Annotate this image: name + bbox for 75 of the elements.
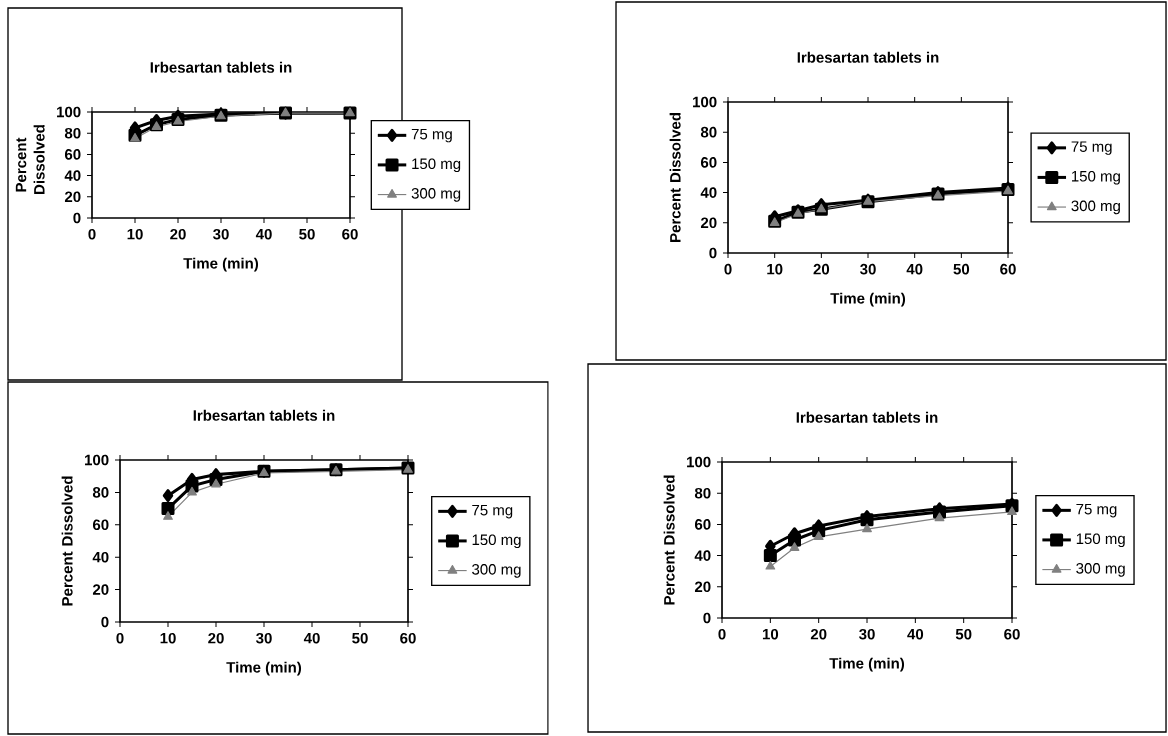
x-tick-label: 50 bbox=[352, 632, 368, 644]
x-tick-label: 20 bbox=[170, 228, 186, 240]
x-tick-label: 50 bbox=[955, 628, 972, 640]
y-tick-label: 60 bbox=[92, 519, 109, 531]
legend-label: 150 mg bbox=[412, 158, 461, 173]
y-tick-label: 80 bbox=[92, 487, 109, 498]
y-tick-label: 100 bbox=[687, 456, 711, 468]
y-tick-label: 100 bbox=[693, 96, 717, 108]
x-tick-label: 40 bbox=[907, 628, 924, 640]
x-tick-label: 60 bbox=[1004, 628, 1020, 640]
x-tick-label: 40 bbox=[255, 228, 272, 240]
x-tick-label: 50 bbox=[953, 263, 970, 275]
x-tick-label: 20 bbox=[810, 628, 827, 640]
legend-label: 75 mg bbox=[1071, 141, 1112, 155]
legend-label: 150 mg bbox=[1072, 170, 1120, 185]
x-tick-label: 30 bbox=[213, 228, 229, 240]
x-tick-label: 30 bbox=[859, 628, 875, 640]
chart-title: Irbesartan tablets in bbox=[150, 61, 292, 73]
y-tick-label: 80 bbox=[64, 127, 81, 139]
y-axis-title: Percent Dissolved bbox=[669, 113, 681, 242]
y-tick-label: 40 bbox=[694, 550, 711, 561]
legend-label: 300 mg bbox=[472, 564, 521, 578]
y-tick-label: 100 bbox=[57, 106, 81, 118]
y-tick-label: 60 bbox=[700, 157, 717, 168]
y-tick-label: 80 bbox=[700, 126, 717, 138]
x-axis-title: Time (min) bbox=[829, 657, 905, 672]
y-tick-label: 20 bbox=[92, 584, 109, 595]
y-axis-title: Percent Dissolved bbox=[61, 476, 73, 606]
y-tick-label: 60 bbox=[64, 149, 81, 160]
x-tick-label: 40 bbox=[906, 263, 923, 275]
y-tick-label: 0 bbox=[703, 612, 711, 624]
y-tick-label: 0 bbox=[709, 247, 717, 259]
x-tick-label: 10 bbox=[127, 228, 143, 240]
x-tick-label: 20 bbox=[208, 632, 224, 644]
legend-label: 300 mg bbox=[1071, 200, 1120, 215]
y-tick-label: 100 bbox=[85, 454, 109, 466]
x-tick-label: 10 bbox=[762, 628, 779, 640]
x-tick-label: 0 bbox=[724, 263, 732, 275]
y-tick-label: 20 bbox=[694, 581, 711, 593]
legend-label: 150 mg bbox=[1076, 533, 1125, 548]
x-tick-label: 30 bbox=[256, 632, 272, 644]
legend-label: 150 mg bbox=[472, 534, 521, 549]
legend-label: 75 mg bbox=[411, 128, 452, 143]
y-axis-title: Percent Dissolved bbox=[663, 475, 675, 605]
x-tick-label: 60 bbox=[1000, 263, 1016, 275]
y-tick-label: 80 bbox=[694, 487, 711, 499]
y-tick-label: 0 bbox=[73, 212, 81, 224]
legend-label: 300 mg bbox=[1076, 563, 1125, 577]
x-tick-label: 60 bbox=[400, 632, 416, 644]
legend-label: 75 mg bbox=[1076, 503, 1117, 518]
x-tick-label: 0 bbox=[116, 632, 124, 644]
y-tick-label: 20 bbox=[700, 217, 717, 229]
x-axis-title: Time (min) bbox=[226, 661, 302, 676]
chart-title: Irbesartan tablets in bbox=[797, 51, 939, 63]
y-tick-label: 40 bbox=[92, 551, 109, 563]
chart-title: Irbesartan tablets in bbox=[796, 411, 938, 423]
x-tick-label: 40 bbox=[303, 632, 320, 644]
legend-label: 300 mg bbox=[411, 188, 461, 202]
x-axis-title: Time (min) bbox=[183, 257, 259, 272]
chart-title: Irbesartan tablets in bbox=[193, 409, 335, 421]
x-tick-label: 30 bbox=[860, 263, 876, 275]
x-tick-label: 20 bbox=[813, 263, 830, 275]
x-tick-label: 10 bbox=[160, 632, 176, 644]
y-tick-label: 0 bbox=[101, 616, 109, 628]
y-tick-label: 40 bbox=[700, 187, 717, 198]
y-tick-label: 20 bbox=[64, 191, 81, 203]
x-tick-label: 50 bbox=[299, 228, 315, 240]
y-tick-label: 60 bbox=[694, 519, 711, 530]
y-axis-title: Percent Dissolved bbox=[15, 125, 45, 194]
x-tick-label: 10 bbox=[767, 263, 783, 275]
y-tick-label: 40 bbox=[64, 170, 81, 181]
x-tick-label: 0 bbox=[718, 628, 726, 640]
x-axis-title: Time (min) bbox=[830, 292, 906, 307]
legend-label: 75 mg bbox=[472, 504, 513, 519]
x-tick-label: 60 bbox=[342, 228, 358, 240]
